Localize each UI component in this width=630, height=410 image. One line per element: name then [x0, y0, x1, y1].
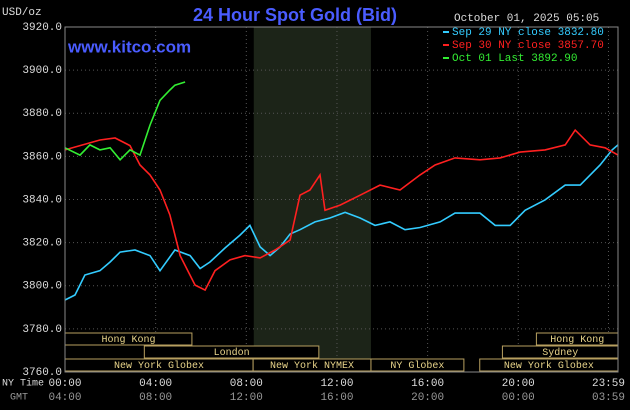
x2-tick-label: 03:59 — [592, 392, 625, 404]
timestamp: October 01, 2025 05:05 — [454, 13, 599, 25]
y-tick-label: 3760.0 — [22, 367, 62, 379]
session-label: Sydney — [542, 347, 578, 359]
session-label: New York Globex — [114, 360, 204, 372]
x2-tick-label: 04:00 — [48, 392, 81, 404]
y-tick-label: 3920.0 — [22, 22, 62, 34]
y-tick-label: 3800.0 — [22, 281, 62, 293]
x-tick-label: 23:59 — [592, 378, 625, 390]
session-label: London — [214, 347, 250, 359]
y-tick-label: 3900.0 — [22, 65, 62, 77]
session-label: Hong Kong — [101, 335, 155, 346]
x-tick-label: 12:00 — [320, 378, 353, 390]
x-tick-label: 20:00 — [502, 378, 535, 390]
session-label: NY Globex — [390, 360, 444, 372]
session-label: Hong Kong — [550, 335, 604, 346]
x-tick-label: 08:00 — [230, 378, 263, 390]
x2-tick-label: 16:00 — [320, 392, 353, 404]
session-label: New York Globex — [504, 360, 594, 372]
plot-area — [64, 26, 619, 373]
x2-tick-label: 20:00 — [411, 392, 444, 404]
x2-tick-label: 00:00 — [502, 392, 535, 404]
session-box — [370, 358, 465, 372]
subtitle: www.kitco.com — [67, 37, 191, 56]
x-tick-label: 16:00 — [411, 378, 444, 390]
y-tick-label: 3840.0 — [22, 194, 62, 206]
x2-tick-label: 12:00 — [230, 392, 263, 404]
plot-frame — [64, 26, 619, 373]
legend-entry: Sep 29 NY close 3832.80 — [452, 27, 604, 39]
legend-swatch — [443, 57, 449, 59]
price-line — [64, 144, 619, 301]
x-axis-label: NY Time — [2, 378, 44, 390]
price-line — [64, 128, 619, 292]
y-tick-label: 3880.0 — [22, 108, 62, 120]
x2-tick-label: 08:00 — [139, 392, 172, 404]
x2-axis-label: GMT — [10, 393, 28, 404]
x-tick-label: 00:00 — [48, 378, 81, 390]
legend-entry: Oct 01 Last 3892.90 — [452, 53, 577, 65]
x-tick-label: 04:00 — [139, 378, 172, 390]
legend-entry: Sep 30 NY close 3857.70 — [452, 40, 604, 52]
legend-swatch — [443, 44, 449, 46]
price-line — [64, 81, 186, 161]
session-label: New York NYMEX — [270, 360, 354, 372]
y-tick-label: 3820.0 — [22, 238, 62, 250]
y-tick-label: 3860.0 — [22, 151, 62, 163]
y-tick-label: 3780.0 — [22, 324, 62, 336]
y-axis-label: USD/oz — [2, 7, 42, 19]
chart-title: 24 Hour Spot Gold (Bid) — [193, 5, 397, 25]
session-box — [143, 345, 320, 359]
legend-swatch — [443, 31, 449, 33]
